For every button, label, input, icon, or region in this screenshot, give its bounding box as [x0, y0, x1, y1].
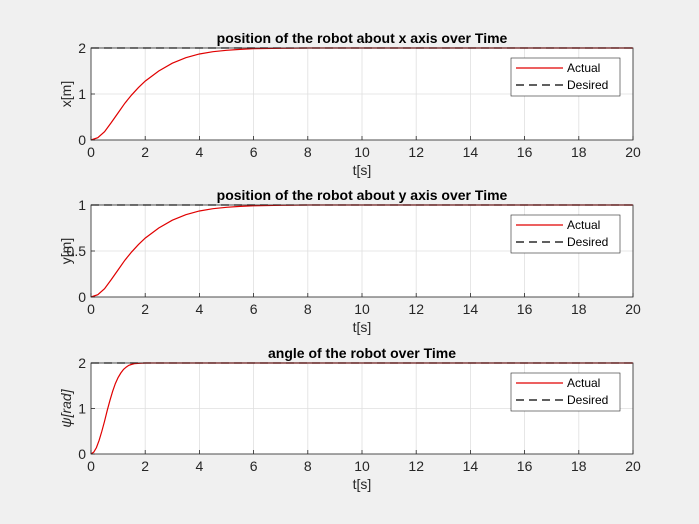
x-tick-label: 14: [463, 301, 479, 317]
subplot-y-position: 0 2 4 6 8 10 12 14 16 18 20 0 0.5 1 position of the r…: [58, 187, 641, 335]
x-tick-label: 2: [141, 144, 149, 160]
x-tick-label: 12: [408, 144, 424, 160]
series-lines: [90, 47, 633, 141]
x-tick-label: 8: [304, 144, 312, 160]
x-tick-label: 4: [196, 458, 204, 474]
x-tick-label: 10: [354, 301, 370, 317]
x-tick-label: 20: [625, 144, 641, 160]
x-tick-label: 8: [304, 458, 312, 474]
tick-labels: 0 2 4 6 8 10 12 14 16 18 20 0 0.5 1: [67, 197, 641, 317]
x-tick-label: 2: [141, 458, 149, 474]
y-tick-label: 0: [78, 446, 86, 462]
series-actual-line: [90, 204, 633, 298]
x-tick-label: 20: [625, 458, 641, 474]
legend-box: [510, 57, 621, 97]
y-axis-label: ψ[rad]: [58, 388, 74, 427]
legend: Actual Desired: [510, 372, 621, 412]
x-tick-label: 0: [87, 458, 95, 474]
legend-box: [510, 214, 621, 254]
x-tick-label: 16: [517, 458, 533, 474]
x-tick-label: 8: [304, 301, 312, 317]
x-tick-label: 16: [517, 144, 533, 160]
x-tick-label: 6: [250, 458, 258, 474]
legend: Actual Desired: [510, 57, 621, 97]
x-tick-label: 20: [625, 301, 641, 317]
chart-title: angle of the robot over Time: [268, 345, 456, 361]
y-tick-label: 0: [78, 132, 86, 148]
legend-entry-desired: Desired: [567, 78, 608, 92]
y-tick-label: 1: [78, 401, 86, 417]
chart-title: position of the robot about x axis over …: [217, 30, 508, 46]
x-tick-label: 4: [196, 301, 204, 317]
legend-entry-actual: Actual: [567, 218, 600, 232]
legend-entry-actual: Actual: [567, 376, 600, 390]
legend-box: [510, 372, 621, 412]
x-tick-label: 6: [250, 144, 258, 160]
x-axis-label: t[s]: [353, 476, 372, 492]
legend-entry-actual: Actual: [567, 61, 600, 75]
y-tick-label: 2: [78, 40, 86, 56]
x-tick-label: 4: [196, 144, 204, 160]
x-tick-label: 18: [571, 458, 587, 474]
x-tick-label: 14: [463, 458, 479, 474]
x-tick-label: 12: [408, 458, 424, 474]
x-tick-label: 6: [250, 301, 258, 317]
y-tick-label: 1: [78, 197, 86, 213]
x-tick-label: 16: [517, 301, 533, 317]
legend: Actual Desired: [510, 214, 621, 254]
x-tick-label: 14: [463, 144, 479, 160]
x-tick-label: 18: [571, 144, 587, 160]
y-tick-label: 1: [78, 86, 86, 102]
x-tick-label: 0: [87, 144, 95, 160]
x-axis-label: t[s]: [353, 319, 372, 335]
y-tick-label: 0: [78, 289, 86, 305]
y-axis-label: x[m]: [58, 81, 74, 107]
series-lines: [90, 204, 633, 298]
x-tick-label: 10: [354, 144, 370, 160]
series-actual-line: [90, 47, 633, 141]
x-axis-label: t[s]: [353, 162, 372, 178]
x-tick-label: 0: [87, 301, 95, 317]
legend-entry-desired: Desired: [567, 393, 608, 407]
x-tick-label: 12: [408, 301, 424, 317]
chart-title: position of the robot about y axis over …: [217, 187, 508, 203]
legend-entry-desired: Desired: [567, 235, 608, 249]
y-tick-label: 0.5: [67, 243, 87, 259]
x-tick-label: 18: [571, 301, 587, 317]
y-axis-label: y[m]: [58, 238, 74, 264]
y-tick-label: 2: [78, 355, 86, 371]
x-tick-label: 10: [354, 458, 370, 474]
x-tick-label: 2: [141, 301, 149, 317]
